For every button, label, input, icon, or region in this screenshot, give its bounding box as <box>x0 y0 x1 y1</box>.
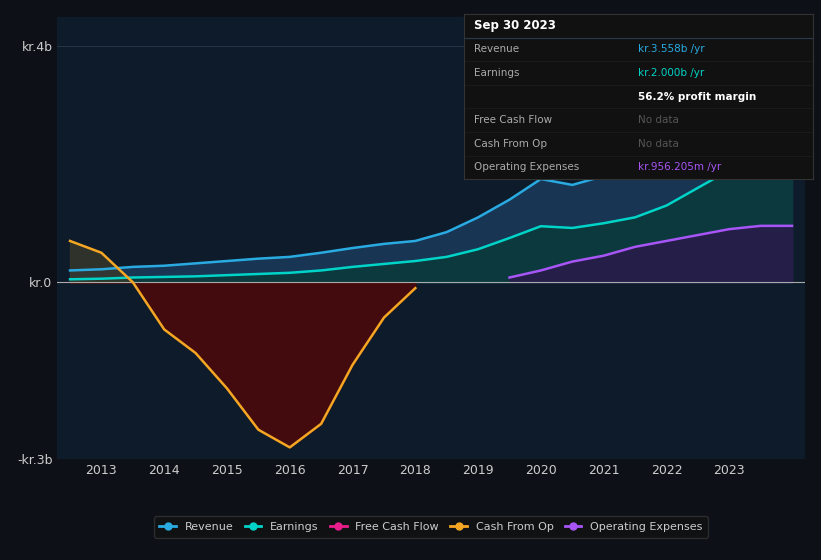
Text: Cash From Op: Cash From Op <box>475 139 548 149</box>
Text: kr.2.000b /yr: kr.2.000b /yr <box>639 68 704 78</box>
Text: kr.3.558b /yr: kr.3.558b /yr <box>639 44 705 54</box>
Text: No data: No data <box>639 139 679 149</box>
Text: Earnings: Earnings <box>475 68 520 78</box>
Text: Sep 30 2023: Sep 30 2023 <box>475 19 556 32</box>
Text: Free Cash Flow: Free Cash Flow <box>475 115 553 125</box>
Text: Revenue: Revenue <box>475 44 520 54</box>
Text: kr.956.205m /yr: kr.956.205m /yr <box>639 162 722 172</box>
Text: 56.2% profit margin: 56.2% profit margin <box>639 92 757 101</box>
Text: Operating Expenses: Operating Expenses <box>475 162 580 172</box>
Legend: Revenue, Earnings, Free Cash Flow, Cash From Op, Operating Expenses: Revenue, Earnings, Free Cash Flow, Cash … <box>154 516 709 538</box>
Text: No data: No data <box>639 115 679 125</box>
